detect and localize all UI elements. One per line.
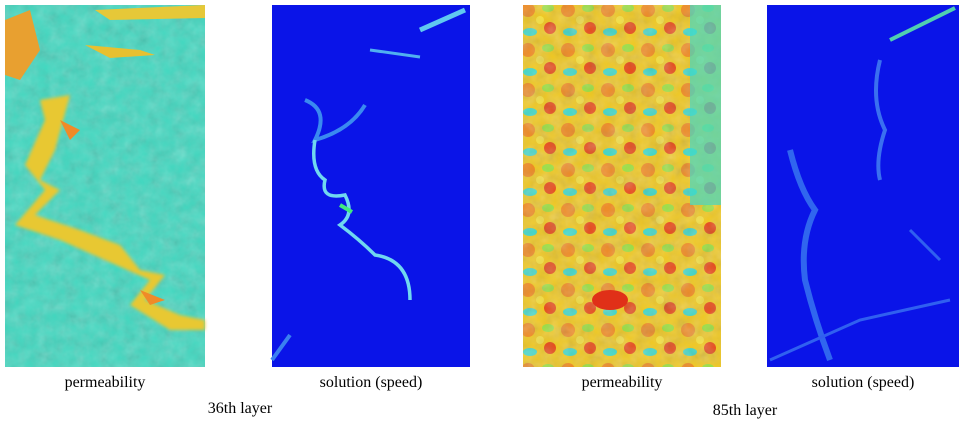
layer-label: 85th layer	[645, 402, 845, 420]
figure-images	[0, 0, 959, 425]
figure: permeability solution (speed) 36th layer…	[0, 0, 959, 425]
solution-image	[767, 5, 959, 367]
layer-label: 36th layer	[140, 400, 340, 418]
panel-caption: permeability	[5, 374, 205, 392]
permeability-image	[523, 5, 721, 367]
permeability-image	[5, 5, 205, 367]
panel-caption: solution (speed)	[767, 374, 959, 392]
panel-caption: solution (speed)	[272, 374, 470, 392]
solution-image	[272, 5, 470, 367]
panel-caption: permeability	[523, 374, 721, 392]
